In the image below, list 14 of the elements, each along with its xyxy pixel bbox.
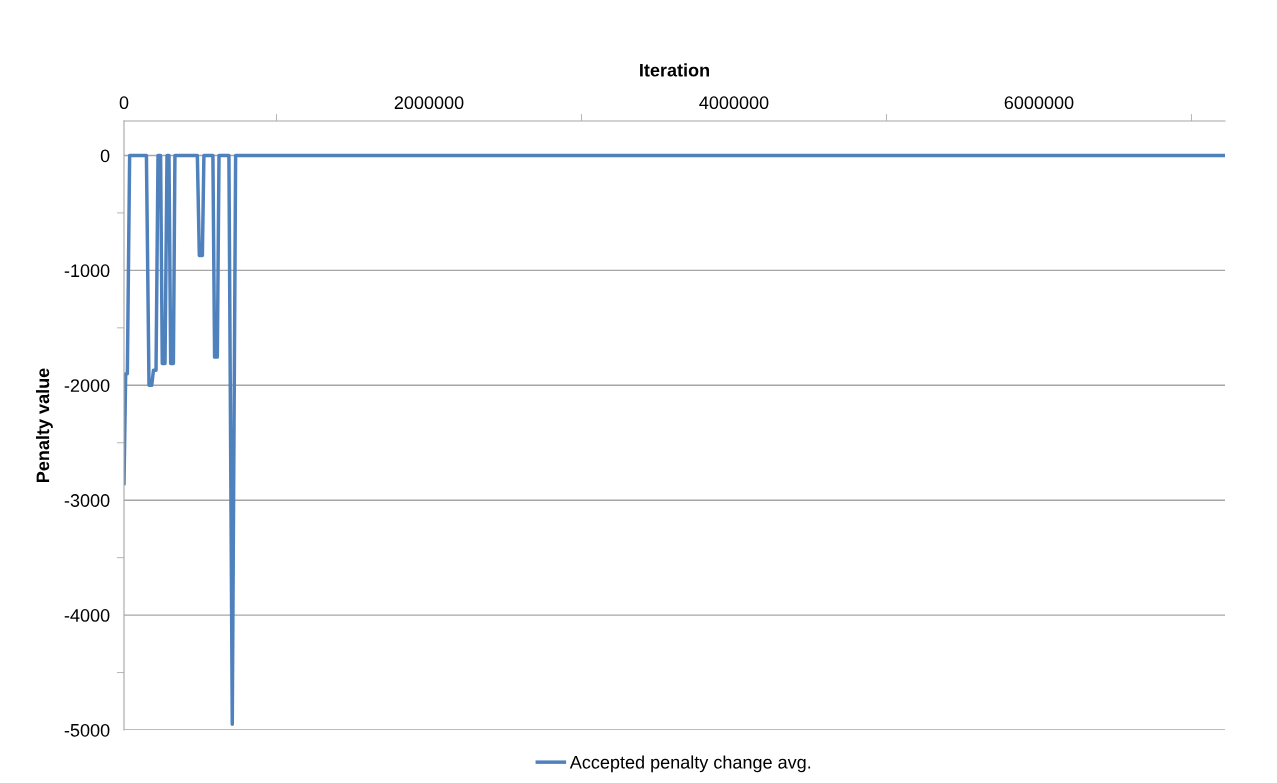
- legend-label: Accepted penalty change avg.: [569, 755, 811, 773]
- y-tick-label: 0: [100, 149, 110, 163]
- y-axis-title: Penalty value: [35, 368, 53, 482]
- x-tick-label: 0: [119, 96, 129, 110]
- x-tick-label: 4000000: [699, 96, 769, 110]
- x-axis-title: Iteration: [640, 63, 709, 77]
- y-tick-label: -4000: [64, 609, 110, 622]
- y-tick-label: -3000: [64, 494, 110, 507]
- y-tick-label: -2000: [64, 379, 110, 392]
- y-tick-label: -5000: [64, 723, 110, 737]
- x-tick-label: 6000000: [1004, 96, 1074, 110]
- x-tick-label: 2000000: [394, 96, 464, 110]
- line-series: [124, 153, 1225, 726]
- y-tick-label: -1000: [64, 264, 110, 278]
